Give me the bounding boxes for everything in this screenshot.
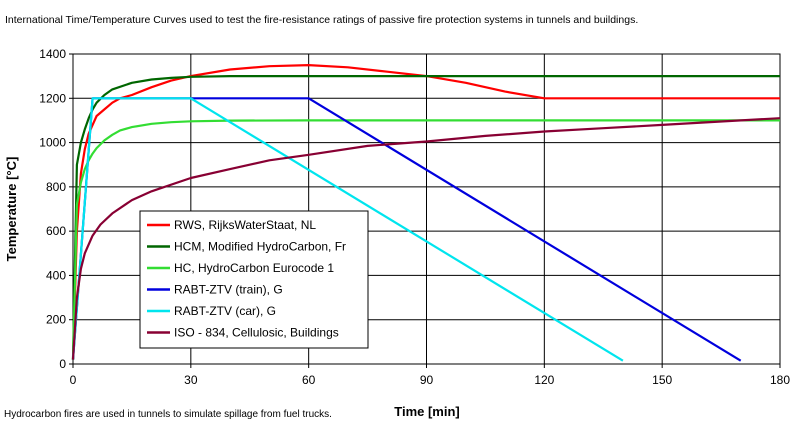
legend: RWS, RijksWaterStaat, NL HCM, Modified Hy… — [139, 210, 369, 349]
series-line-3 — [71, 119, 780, 360]
x-tick-label: 90 — [420, 373, 434, 387]
x-tick-label: 150 — [652, 373, 672, 387]
x-axis-title: Time [min] — [394, 404, 460, 419]
page-title: International Time/Temperature Curves us… — [5, 14, 639, 26]
y-tick-label: 800 — [46, 180, 66, 194]
y-tick-label: 1400 — [39, 47, 66, 61]
series-line-6 — [71, 117, 781, 360]
footnote: Hydrocarbon fires are used in tunnels to… — [4, 409, 332, 420]
legend-label: HCM, Modified HydroCarbon, Fr — [174, 240, 346, 254]
x-tick-label: 120 — [534, 373, 554, 387]
legend-label: RABT-ZTV (train), G — [174, 283, 283, 297]
y-tick-label: 0 — [59, 357, 66, 371]
tick-labels: 0 200 400 600 800 1000 1200 1400 0 30 60 90 120 150 18… — [39, 47, 790, 387]
legend-label: RWS, RijksWaterStaat, NL — [174, 218, 316, 232]
x-tick-label: 0 — [70, 373, 77, 387]
y-tick-label: 400 — [46, 268, 66, 282]
y-tick-label: 200 — [46, 313, 66, 327]
legend-box — [139, 210, 369, 349]
legend-label: HC, HydroCarbon Eurocode 1 — [174, 261, 334, 275]
y-tick-label: 600 — [46, 224, 66, 238]
legend-label: ISO - 834, Cellulosic, Buildings — [174, 326, 339, 340]
y-axis-title: Temperature [°C] — [4, 157, 19, 262]
series-line-2 — [71, 74, 780, 360]
legend-label: RABT-ZTV (car), G — [174, 304, 276, 318]
y-tick-label: 1200 — [39, 91, 66, 105]
x-tick-label: 180 — [770, 373, 790, 387]
series-line-5 — [71, 97, 624, 362]
series-line-1 — [71, 63, 780, 360]
series-layer — [71, 63, 781, 362]
y-tick-label: 1000 — [39, 136, 66, 150]
x-tick-label: 60 — [302, 373, 316, 387]
x-tick-label: 30 — [184, 373, 198, 387]
